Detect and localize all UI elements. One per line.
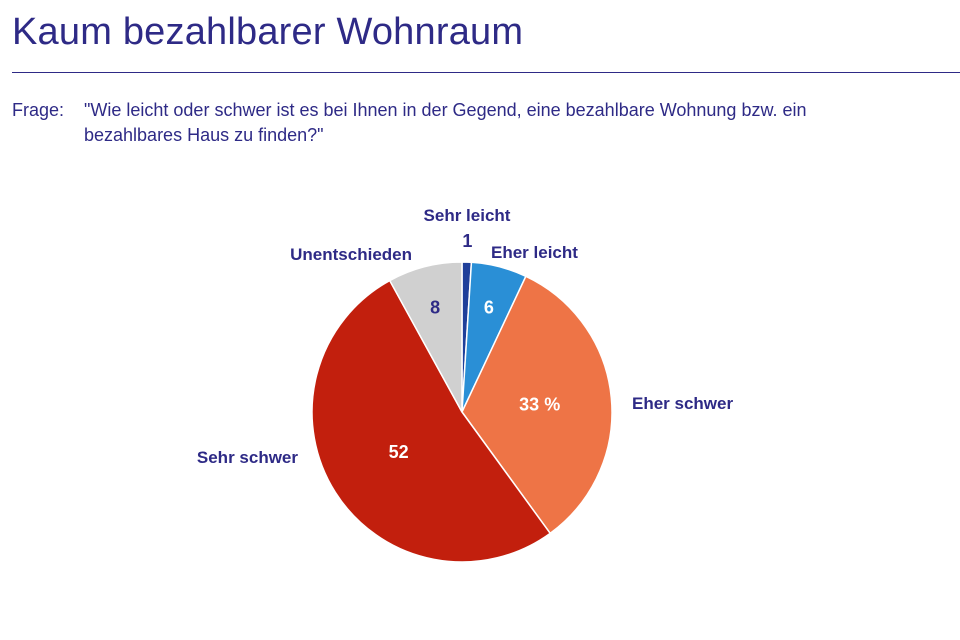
pie-slices [311,261,613,563]
pie-slice-sehr-schwer [311,279,552,563]
pie-value-label-eher-schwer: 33 % [519,395,560,415]
pie-value-label-eher-leicht: 6 [484,297,494,317]
question-block: Frage: "Wie leicht oder schwer ist es be… [12,98,884,148]
pie-slice-unentschieden [388,261,463,413]
question-label: Frage: [12,100,65,120]
title-divider [12,72,960,73]
pie-category-label-eher-leicht: Eher leicht [491,243,578,262]
pie-value-label-sehr-leicht: 1 [462,231,472,251]
page-title: Kaum bezahlbarer Wohnraum [12,11,524,53]
pie-slice-eher-schwer [461,275,613,535]
pie-value-labels: 1 6 33 % 52 8 [389,231,561,462]
pie-category-label-sehr-leicht: Sehr leicht [424,206,511,225]
pie-category-label-sehr-schwer: Sehr schwer [197,448,298,467]
pie-category-label-unentschieden: Unentschieden [290,245,412,264]
pie-value-label-unentschieden: 8 [430,297,440,317]
question-text: "Wie leicht oder schwer ist es bei Ihnen… [84,100,807,145]
pie-category-label-eher-schwer: Eher schwer [632,394,733,413]
pie-category-labels: Sehr leicht Eher leicht Eher schwer Sehr sc… [197,206,734,467]
pie-value-label-sehr-schwer: 52 [389,442,409,462]
